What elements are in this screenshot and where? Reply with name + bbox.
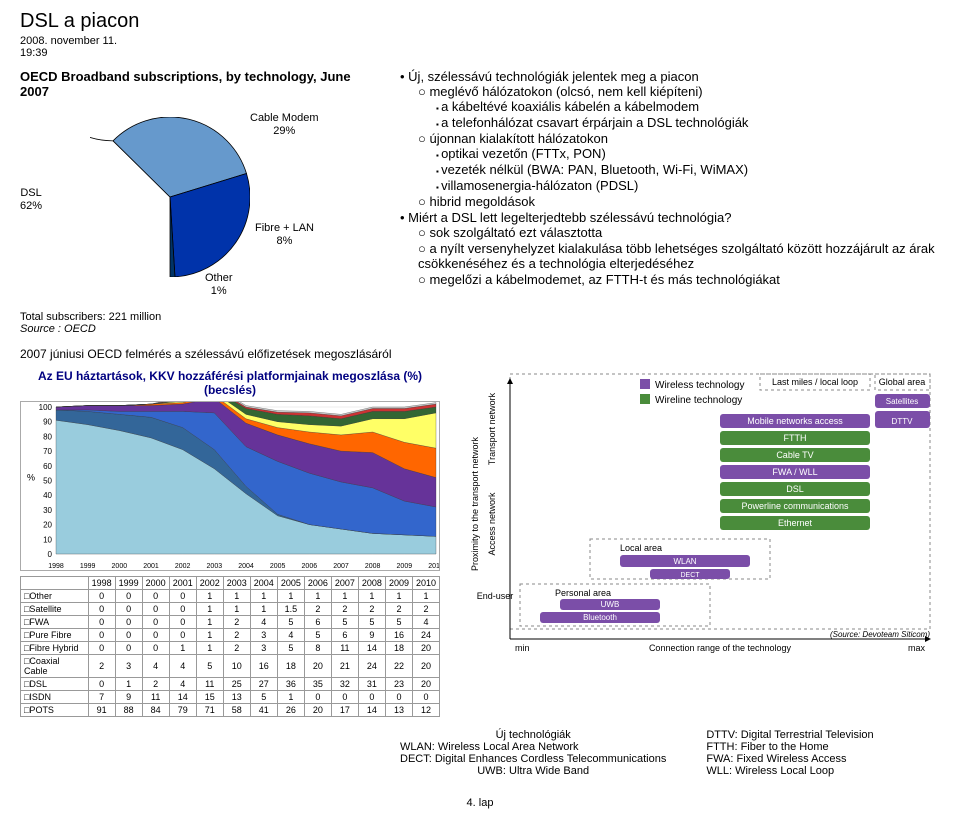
svg-text:min: min — [515, 643, 530, 653]
svg-text:1999: 1999 — [80, 563, 96, 570]
pie-label-other: Other1% — [205, 272, 233, 298]
page-title: DSL a piacon — [20, 10, 139, 33]
bullet-list: Új, szélessávú technológiák jelentek meg… — [400, 69, 940, 288]
svg-text:2007: 2007 — [333, 563, 349, 570]
tech-left-3: UWB: Ultra Wide Band — [400, 765, 666, 777]
diagram-block: Wireless technology Wireline technology La… — [470, 369, 940, 662]
tech-left-h: Új technológiák — [400, 729, 666, 741]
pie-label-fibre: Fibre + LAN8% — [255, 222, 314, 248]
svg-text:Mobile networks access: Mobile networks access — [747, 416, 843, 426]
svg-text:Proximity to the transport net: Proximity to the transport network — [470, 436, 480, 571]
page-number: 4. lap — [20, 797, 940, 809]
b-l2c: megelőzi a kábelmodemet, az FTTH-t és má… — [429, 272, 779, 287]
b-l2b: a nyílt versenyhelyzet kialakulása több … — [418, 241, 935, 271]
svg-text:Access network: Access network — [487, 492, 497, 556]
b-l1b3: villamosenergia-hálózaton (PDSL) — [441, 178, 638, 193]
tech-left-1: WLAN: Wireless Local Area Network — [400, 741, 666, 753]
b-l1a: meglévő hálózatokon (olcsó, nem kell kié… — [429, 84, 702, 99]
svg-text:WLAN: WLAN — [673, 557, 696, 566]
b-l1b: újonnan kialakított hálózatokon — [429, 131, 608, 146]
tech-diagram: Wireless technology Wireline technology La… — [470, 369, 940, 659]
svg-text:Personal area: Personal area — [555, 588, 611, 598]
svg-text:2008: 2008 — [365, 563, 381, 570]
svg-text:50: 50 — [43, 477, 52, 486]
svg-text:70: 70 — [43, 447, 52, 456]
pie-chart-title: OECD Broadband subscriptions, by technol… — [20, 69, 380, 99]
svg-text:Connection range of the techno: Connection range of the technology — [649, 643, 792, 653]
svg-text:Wireless technology: Wireless technology — [655, 380, 744, 391]
svg-text:max: max — [908, 643, 926, 653]
tech-right-2: FTTH: Fiber to the Home — [706, 741, 873, 753]
svg-text:2001: 2001 — [143, 563, 159, 570]
svg-text:(Source: Devoteam Siticom): (Source: Devoteam Siticom) — [830, 630, 930, 639]
area-table: 1998199920002001200220032004200520062007… — [20, 576, 440, 717]
svg-text:FTTH: FTTH — [784, 433, 807, 443]
svg-text:UWB: UWB — [601, 600, 620, 609]
tech-left: Új technológiák WLAN: Wireless Local Are… — [400, 729, 666, 777]
svg-text:Cable TV: Cable TV — [776, 450, 813, 460]
svg-text:20: 20 — [43, 521, 52, 530]
svg-text:90: 90 — [43, 418, 52, 427]
svg-text:DTTV: DTTV — [892, 417, 914, 426]
pie-chart — [90, 117, 250, 277]
b-l1c: hibrid megoldások — [429, 194, 535, 209]
caption: 2007 júniusi OECD felmérés a szélessávú … — [20, 347, 940, 361]
svg-text:End-user: End-user — [477, 591, 514, 601]
svg-text:Last miles / local loop: Last miles / local loop — [772, 377, 858, 387]
svg-text:Transport network: Transport network — [487, 392, 497, 465]
b-l1b1: optikai vezetőn (FTTx, PON) — [441, 146, 606, 161]
svg-text:Wireline technology: Wireline technology — [655, 395, 742, 406]
header: DSL a piacon 2008. november 11. 19:39 — [20, 10, 940, 59]
svg-text:40: 40 — [43, 491, 52, 500]
tech-right-4: WLL: Wireless Local Loop — [706, 765, 873, 777]
b-l1b2: vezeték nélkül (BWA: PAN, Bluetooth, Wi-… — [441, 162, 748, 177]
svg-text:10: 10 — [43, 535, 52, 544]
svg-text:60: 60 — [43, 462, 52, 471]
svg-text:2010: 2010 — [428, 563, 440, 570]
pie-label-dsl: DSL62% — [20, 187, 42, 213]
svg-text:80: 80 — [43, 432, 52, 441]
svg-text:2005: 2005 — [270, 563, 286, 570]
svg-text:2003: 2003 — [207, 563, 223, 570]
area-chart: 0 10 20 30 40 50 60 70 80 90 100% 1998 1999 2000 2001 2… — [20, 401, 440, 571]
pie-subs: Total subscribers: 221 million — [20, 311, 380, 323]
b-l1a1: a kábeltévé koaxiális kábelén a kábelmod… — [441, 99, 699, 114]
pie-chart-block: OECD Broadband subscriptions, by technol… — [20, 69, 380, 335]
svg-text:2000: 2000 — [112, 563, 128, 570]
svg-text:Local area: Local area — [620, 543, 662, 553]
svg-text:Powerline communications: Powerline communications — [741, 501, 849, 511]
b-l2: Miért a DSL lett legelterjedtebb széless… — [408, 210, 731, 225]
svg-text:DECT: DECT — [680, 572, 700, 579]
svg-text:100: 100 — [39, 403, 53, 412]
tech-left-2: DECT: Digital Enhances Cordless Telecomm… — [400, 753, 666, 765]
svg-text:Ethernet: Ethernet — [778, 518, 813, 528]
area-chart-block: Az EU háztartások, KKV hozzáférési platf… — [20, 369, 440, 717]
svg-text:2009: 2009 — [397, 563, 413, 570]
tech-right-3: FWA: Fixed Wireless Access — [706, 753, 873, 765]
b-l2a: sok szolgáltató ezt választotta — [429, 225, 602, 240]
svg-text:DSL: DSL — [786, 484, 804, 494]
b-l1a2: a telefonhálózat csavart érpárjain a DSL… — [441, 115, 748, 130]
tech-right-1: DTTV: Digital Terrestrial Television — [706, 729, 873, 741]
svg-text:1998: 1998 — [48, 563, 64, 570]
svg-text:Global area: Global area — [879, 377, 926, 387]
tech-right: DTTV: Digital Terrestrial Television FTT… — [706, 729, 873, 777]
pie-source: Source : OECD — [20, 323, 380, 335]
svg-text:2004: 2004 — [238, 563, 254, 570]
time: 19:39 — [20, 47, 139, 59]
svg-text:%: % — [27, 473, 35, 483]
b-l1: Új, szélessávú technológiák jelentek meg… — [408, 69, 699, 84]
svg-text:FWA / WLL: FWA / WLL — [772, 467, 817, 477]
svg-text:2002: 2002 — [175, 563, 191, 570]
date: 2008. november 11. — [20, 35, 139, 47]
svg-text:Bluetooth: Bluetooth — [583, 613, 617, 622]
pie-label-cable: Cable Modem29% — [250, 112, 318, 138]
svg-text:30: 30 — [43, 506, 52, 515]
svg-text:Satellites: Satellites — [886, 397, 918, 406]
svg-text:0: 0 — [48, 550, 53, 559]
svg-text:2006: 2006 — [302, 563, 318, 570]
area-chart-title: Az EU háztartások, KKV hozzáférési platf… — [20, 369, 440, 397]
